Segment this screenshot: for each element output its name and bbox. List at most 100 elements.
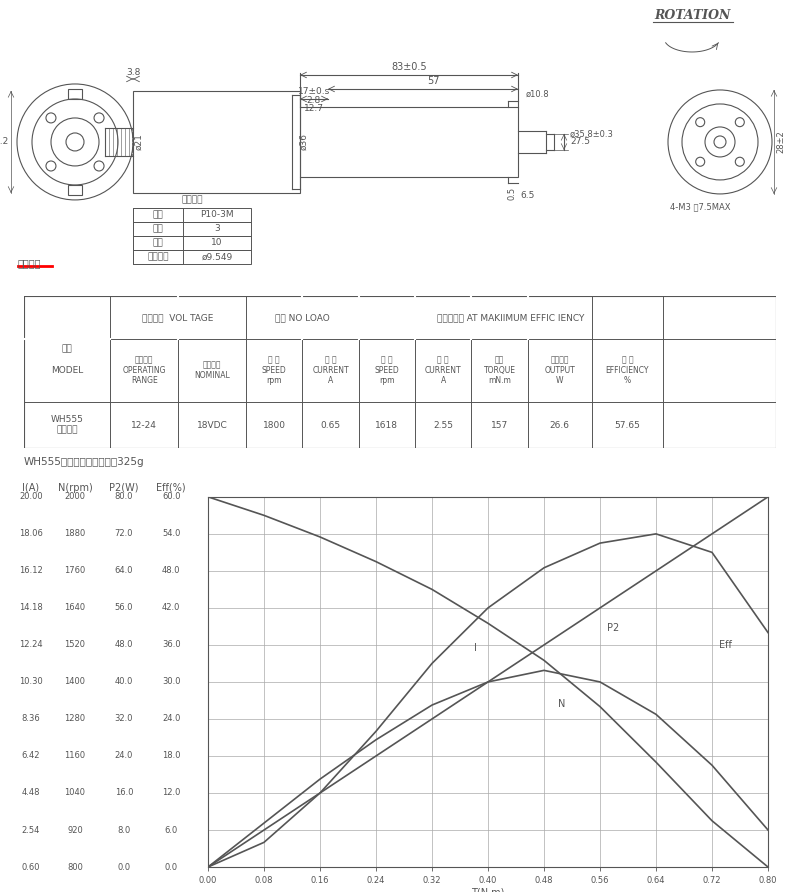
- Text: 10: 10: [211, 238, 222, 247]
- Text: Eff: Eff: [719, 640, 732, 650]
- Text: 80.0: 80.0: [114, 492, 133, 501]
- Text: 1640: 1640: [65, 603, 86, 613]
- Text: 转 速
SPEED
rpm: 转 速 SPEED rpm: [374, 356, 399, 385]
- Text: 1400: 1400: [65, 677, 86, 687]
- Text: 32.0: 32.0: [114, 714, 133, 723]
- Text: I(A): I(A): [22, 483, 39, 493]
- Text: 48.0: 48.0: [114, 640, 133, 649]
- Text: 电 流
CURRENT
A: 电 流 CURRENT A: [425, 356, 462, 385]
- Text: 额定电压
NOMINAL: 额定电压 NOMINAL: [194, 360, 230, 380]
- Bar: [133, 208, 251, 222]
- Text: ø9.549: ø9.549: [202, 252, 233, 261]
- Text: 20.00: 20.00: [19, 492, 42, 501]
- Text: 17±0.s: 17±0.s: [298, 87, 330, 96]
- Bar: [133, 222, 183, 235]
- Text: 54.0: 54.0: [162, 529, 181, 539]
- Text: 输出功率
OUTPUT
W: 输出功率 OUTPUT W: [545, 356, 575, 385]
- Text: 2.8: 2.8: [306, 96, 320, 105]
- Text: 18VDC: 18VDC: [197, 420, 227, 430]
- Text: 红色标记: 红色标记: [18, 258, 42, 268]
- Text: 36.0: 36.0: [162, 640, 181, 649]
- Text: 30.0: 30.0: [162, 677, 181, 687]
- Text: 2.55: 2.55: [434, 420, 454, 430]
- Text: 18.0: 18.0: [162, 751, 181, 761]
- Text: 0.60: 0.60: [22, 863, 40, 871]
- Text: 0.65: 0.65: [320, 420, 341, 430]
- Text: 型号: 型号: [62, 344, 73, 354]
- Text: 效 率
EFFICIENCY
%: 效 率 EFFICIENCY %: [606, 356, 650, 385]
- Text: 157: 157: [491, 420, 508, 430]
- Text: 节距: 节距: [153, 225, 163, 234]
- Bar: [300, 107, 518, 177]
- Text: 48.0: 48.0: [162, 566, 181, 575]
- Text: 1160: 1160: [65, 751, 86, 761]
- Text: 83±0.5: 83±0.5: [391, 62, 427, 72]
- Text: 12.0: 12.0: [162, 789, 181, 797]
- Bar: [133, 91, 300, 193]
- Text: WH555
行星减速: WH555 行星减速: [51, 416, 84, 434]
- Text: 18.06: 18.06: [19, 529, 43, 539]
- Text: ø35.8±0.3: ø35.8±0.3: [570, 129, 614, 138]
- Text: ø10.8: ø10.8: [526, 90, 550, 99]
- Text: P2(W): P2(W): [109, 483, 138, 493]
- Text: WH555行星减速电机净重：325g: WH555行星减速电机净重：325g: [24, 457, 145, 467]
- Text: 27.5: 27.5: [570, 137, 590, 146]
- Bar: [133, 208, 183, 222]
- Text: 1880: 1880: [64, 529, 86, 539]
- Text: 56.0: 56.0: [114, 603, 133, 613]
- Text: 12.7: 12.7: [304, 104, 324, 113]
- Text: 60.0: 60.0: [162, 492, 181, 501]
- Text: 输入电压  VOL TAGE: 输入电压 VOL TAGE: [142, 313, 214, 322]
- Text: 57.65: 57.65: [614, 420, 641, 430]
- Text: 6.42: 6.42: [22, 751, 40, 761]
- Text: 6.0: 6.0: [165, 825, 178, 835]
- Text: 8.36: 8.36: [22, 714, 40, 723]
- X-axis label: T(N.m): T(N.m): [471, 888, 505, 892]
- Text: 16.12: 16.12: [19, 566, 43, 575]
- Text: 6.5: 6.5: [521, 191, 535, 200]
- Bar: [133, 222, 251, 235]
- Bar: [133, 250, 183, 264]
- Text: 72.0: 72.0: [114, 529, 133, 539]
- Text: 4.48: 4.48: [22, 789, 40, 797]
- Text: 40.0: 40.0: [114, 677, 133, 687]
- Text: 齿数: 齿数: [153, 238, 163, 247]
- Text: Eff(%): Eff(%): [157, 483, 186, 493]
- Text: 1800: 1800: [262, 420, 286, 430]
- Bar: [68, 89, 82, 99]
- Text: 64.0: 64.0: [114, 566, 133, 575]
- Text: 1040: 1040: [65, 789, 86, 797]
- Bar: [133, 235, 251, 250]
- Text: ø21: ø21: [134, 134, 143, 151]
- Text: 57: 57: [426, 76, 439, 86]
- Text: I: I: [474, 643, 477, 653]
- Bar: [133, 235, 183, 250]
- Text: 14.18: 14.18: [19, 603, 43, 613]
- Text: 带轮规格: 带轮规格: [182, 195, 202, 204]
- Bar: [133, 250, 251, 264]
- Text: 3: 3: [214, 225, 220, 234]
- Text: 28±2: 28±2: [776, 130, 785, 153]
- Text: 最大效率点 AT MAKIIMUM EFFIC IENCY: 最大效率点 AT MAKIIMUM EFFIC IENCY: [438, 313, 585, 322]
- Text: 3.8: 3.8: [126, 68, 140, 77]
- Text: 0.0: 0.0: [165, 863, 178, 871]
- Text: 26.6: 26.6: [550, 420, 570, 430]
- Text: P10-3M: P10-3M: [200, 211, 234, 219]
- Text: 电 流
CURRENT
A: 电 流 CURRENT A: [312, 356, 349, 385]
- Text: N: N: [558, 699, 566, 709]
- Text: 力矩
TORQUE
mN.m: 力矩 TORQUE mN.m: [484, 356, 516, 385]
- Text: N(rpm): N(rpm): [58, 483, 92, 493]
- Text: 0.5: 0.5: [507, 187, 517, 200]
- Text: 10.30: 10.30: [19, 677, 43, 687]
- Text: 1280: 1280: [65, 714, 86, 723]
- Text: 0.0: 0.0: [118, 863, 130, 871]
- Text: 2000: 2000: [65, 492, 86, 501]
- Text: P2: P2: [607, 623, 619, 633]
- Text: 1520: 1520: [65, 640, 86, 649]
- Text: 24.0: 24.0: [114, 751, 133, 761]
- Text: MODEL: MODEL: [51, 366, 83, 375]
- Text: 1760: 1760: [64, 566, 86, 575]
- Text: 42.0: 42.0: [162, 603, 181, 613]
- Text: 2.54: 2.54: [22, 825, 40, 835]
- Text: 8.0: 8.0: [118, 825, 130, 835]
